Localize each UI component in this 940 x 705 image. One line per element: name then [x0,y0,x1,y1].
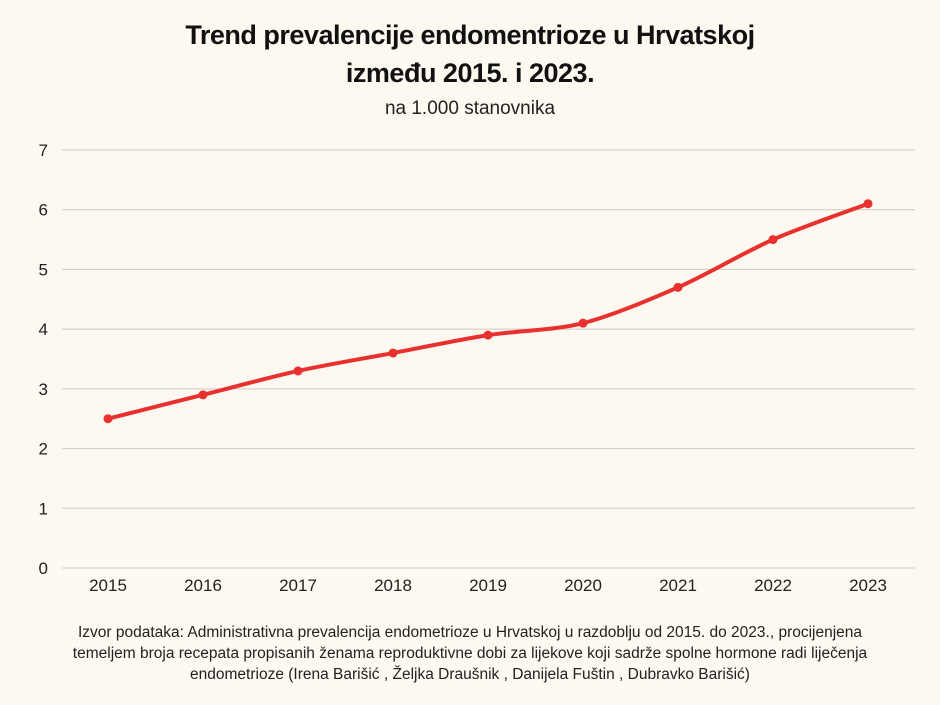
y-tick-label: 1 [39,499,48,518]
data-point [673,282,683,292]
y-tick-label: 5 [39,260,48,279]
x-tick-label: 2023 [849,576,887,595]
x-tick-label: 2018 [374,576,412,595]
series-line [106,201,870,421]
x-tick-label: 2019 [469,576,507,595]
source-line-2: temeljem broja recepata propisanih ženam… [72,645,868,662]
x-tick-label: 2022 [754,576,792,595]
x-tick-label: 2017 [279,576,317,595]
source-line-1: Izvor podataka: Administrativna prevalen… [77,624,863,641]
y-tick-label: 7 [39,141,48,160]
y-tick-label: 0 [39,559,48,578]
grid-lines [62,149,915,569]
x-tick-label: 2016 [184,576,222,595]
x-tick-label: 2021 [659,576,697,595]
y-tick-label: 6 [39,201,48,220]
chart-subtitle: na 1.000 stanovnika [384,98,556,119]
y-axis-ticks: 0 1 2 3 4 5 6 7 [39,141,48,578]
data-points [103,199,873,424]
y-tick-label: 3 [39,380,48,399]
y-tick-label: 2 [39,440,48,459]
source-line-3: endometrioze (Irena Barišić , Željka Dra… [190,666,750,683]
data-point [103,414,113,424]
data-point [578,318,588,328]
data-point [863,199,873,209]
data-point [388,348,398,358]
data-point [198,390,208,400]
source-note: Izvor podataka: Administrativna prevalen… [40,622,900,685]
chart-title-line-2: između 2015. i 2023. [345,58,595,88]
chart-title-line-1: Trend prevalencije endomentrioze u Hrvat… [185,20,755,50]
data-point [483,330,493,340]
y-tick-label: 4 [39,320,48,339]
x-tick-label: 2020 [564,576,602,595]
x-axis-ticks: 2015 2016 2017 2018 2019 2020 2021 2022 2023 [89,576,887,595]
x-tick-label: 2015 [89,576,127,595]
data-point [293,366,303,376]
data-point [768,235,778,245]
